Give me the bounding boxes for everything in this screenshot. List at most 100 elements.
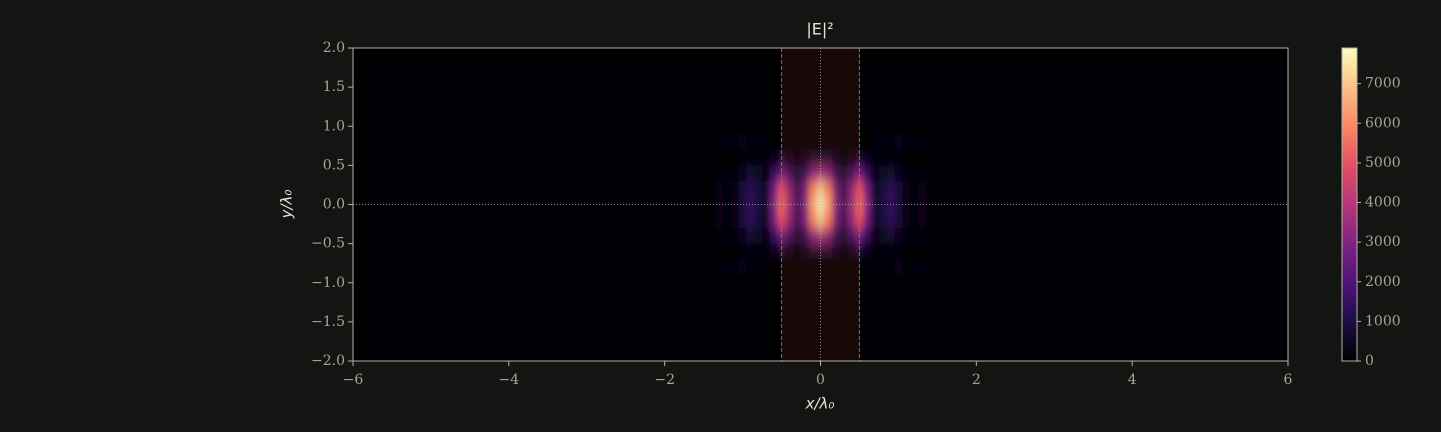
heat-cell: [910, 149, 919, 166]
heat-cell: [832, 243, 841, 260]
heat-cell: [816, 243, 825, 260]
heat-cell: [894, 259, 903, 276]
heat-cell: [808, 134, 818, 151]
heat-cell: [801, 165, 810, 182]
heat-cell: [863, 134, 872, 151]
heat-cell: [715, 259, 724, 276]
heat-cell: [902, 243, 911, 260]
heat-cell: [839, 196, 849, 213]
heat-cell: [730, 165, 740, 182]
heat-cell: [832, 259, 841, 276]
heat-cell: [894, 149, 903, 166]
colorbar-tick-label: 3000: [1365, 234, 1401, 250]
heat-cell: [863, 227, 872, 245]
x-tick-label: 2: [972, 372, 981, 388]
y-tick-label: 1.5: [323, 79, 345, 95]
heat-cell: [762, 243, 771, 260]
heat-cell: [785, 243, 794, 260]
y-tick-label: 0.5: [323, 157, 345, 173]
heat-cell: [847, 181, 857, 198]
heat-cell: [738, 259, 747, 276]
heat-cell: [793, 212, 802, 229]
heat-cell: [754, 165, 763, 182]
heat-cell: [746, 134, 755, 151]
heat-cell: [910, 259, 919, 276]
y-tick-label: −1.0: [311, 275, 345, 291]
heat-cell: [886, 243, 896, 260]
heat-cell: [754, 181, 763, 198]
heat-cell: [754, 243, 763, 260]
heat-cell: [754, 212, 763, 229]
heat-cell: [847, 134, 857, 151]
heat-cell: [878, 134, 888, 151]
heat-cell: [871, 181, 880, 198]
heat-cell: [824, 259, 833, 276]
heat-cell: [715, 181, 724, 198]
heat-cell: [785, 149, 794, 166]
heat-cell: [917, 259, 927, 276]
colorbar-tick-label: 5000: [1365, 155, 1401, 171]
heat-cell: [878, 243, 888, 260]
heat-cell: [754, 259, 763, 276]
heat-cell: [910, 181, 919, 198]
heat-cell: [723, 149, 732, 166]
heat-cell: [738, 149, 747, 166]
heat-cell: [746, 181, 755, 198]
colorbar: [1341, 47, 1358, 362]
heat-cell: [723, 196, 732, 213]
heat-cell: [769, 243, 779, 260]
heat-cell: [824, 196, 833, 213]
heat-cell: [793, 243, 802, 260]
colorbar-tick-label: 0: [1365, 353, 1374, 369]
heat-cell: [847, 165, 857, 182]
heat-cell: [886, 259, 896, 276]
heat-cell: [902, 212, 911, 229]
heat-cell: [785, 134, 794, 151]
heat-cell: [839, 243, 849, 260]
heat-cell: [801, 134, 810, 151]
heat-cell: [723, 165, 732, 182]
x-tick-label: −2: [654, 372, 675, 388]
y-axis-label: y/λ₀: [278, 190, 296, 220]
overlays: [353, 48, 1288, 361]
heat-cell: [738, 212, 747, 229]
heat-cell: [715, 243, 724, 260]
heat-cell: [917, 196, 927, 213]
heat-cell: [730, 134, 740, 151]
heat-cell: [715, 134, 724, 151]
heat-cell: [715, 149, 724, 166]
heat-cell: [777, 243, 786, 260]
heat-cell: [801, 212, 810, 229]
heat-cell: [863, 149, 872, 166]
heat-cell: [754, 134, 763, 151]
y-tick-label: 0.0: [323, 197, 345, 213]
heat-cell: [769, 227, 779, 245]
heat-cell: [746, 212, 755, 229]
heat-cell: [777, 134, 786, 151]
heat-cell: [855, 165, 864, 182]
heat-cell: [902, 227, 911, 245]
heat-cell: [855, 212, 864, 229]
heat-cell: [762, 259, 771, 276]
heat-cell: [847, 227, 857, 245]
heat-cell: [863, 165, 872, 182]
y-tick-label: −0.5: [311, 236, 345, 252]
heat-cell: [785, 212, 794, 229]
heat-cell: [762, 212, 771, 229]
heat-cell: [730, 243, 740, 260]
heat-cell: [762, 227, 771, 245]
heat-cell: [769, 165, 779, 182]
heat-cell: [762, 134, 771, 151]
heat-cell: [824, 165, 833, 182]
heat-cell: [847, 259, 857, 276]
heat-cell: [808, 181, 818, 198]
colorbar-tick-label: 7000: [1365, 76, 1401, 92]
y-tick-label: 1.0: [323, 118, 345, 134]
heat-cell: [816, 149, 825, 166]
heat-cell: [793, 134, 802, 151]
heat-cell: [738, 227, 747, 245]
heat-cell: [910, 134, 919, 151]
heat-cell: [730, 212, 740, 229]
heat-cell: [715, 165, 724, 182]
heat-cell: [824, 212, 833, 229]
